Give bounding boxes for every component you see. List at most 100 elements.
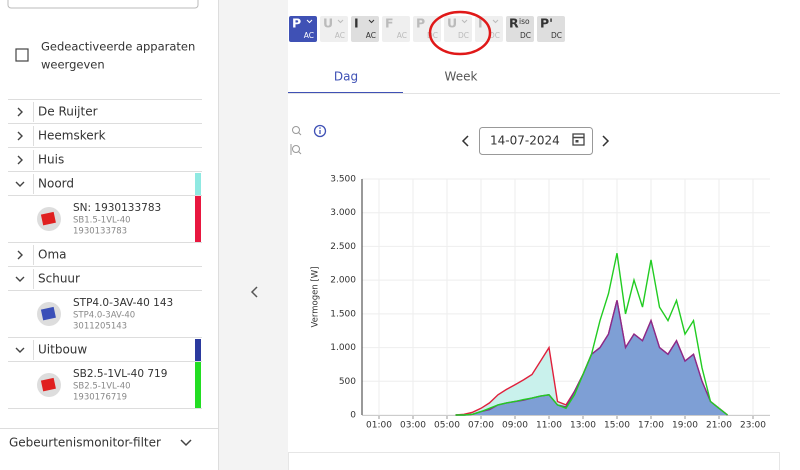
toggle-caret — [337, 19, 344, 24]
x-tick-label: 21:00 — [706, 421, 732, 431]
group-color-bar — [195, 173, 201, 196]
device-color-bar — [195, 362, 201, 409]
y-tick-label: 3.000 — [330, 208, 356, 218]
toggle-main: F — [385, 16, 394, 31]
toggle-sub: DC — [489, 31, 500, 40]
toggle-main: I — [478, 16, 483, 31]
date-text: 14-07-2024 — [490, 134, 560, 148]
y-tick-label: 1.000 — [330, 343, 356, 353]
device-serial: 3011205143 — [73, 322, 127, 332]
group-label[interactable]: Schuur — [38, 272, 80, 286]
toggle-main: U — [447, 16, 457, 31]
toggle-caret — [461, 19, 468, 24]
x-tick-label: 15:00 — [604, 421, 630, 431]
device-model: STP4.0-3AV-40 — [73, 311, 135, 321]
y-tick-label: 2.500 — [330, 242, 356, 252]
tree: De Ruijter Heemskerk Huis Noord SN: 19301337… — [8, 102, 202, 409]
tab[interactable]: Dag — [334, 70, 358, 84]
toggle-main: I — [354, 16, 359, 31]
x-tick-label: 05:00 — [434, 421, 460, 431]
tab[interactable]: Week — [445, 70, 478, 84]
x-tick-label: 07:00 — [468, 421, 494, 431]
toggle-main: P — [292, 16, 301, 31]
toggle-main: U — [323, 16, 333, 31]
next-day[interactable] — [602, 135, 610, 147]
x-tick-label: 11:00 — [536, 421, 562, 431]
group-label[interactable]: Noord — [38, 177, 74, 191]
calendar-icon[interactable] — [572, 133, 585, 146]
toggle-sub: AC — [397, 31, 407, 40]
collapse-chevron[interactable] — [17, 155, 23, 165]
toggle-sup: iso — [519, 17, 530, 26]
group-label[interactable]: Heemskerk — [38, 129, 106, 143]
collapse-chevron[interactable] — [17, 131, 23, 141]
expand-chevron[interactable] — [15, 276, 25, 282]
highlight-circle — [428, 10, 492, 56]
chart: 0 500 1.000 1.500 2.000 2.500 3.000 3.500 01:00 0… — [311, 175, 770, 431]
toggle-caret — [492, 19, 499, 24]
group-label[interactable]: De Ruijter — [38, 105, 98, 119]
collapse-chevron[interactable] — [17, 107, 23, 117]
device-serial: 1930176719 — [73, 393, 127, 403]
checkbox-label: weergeven — [41, 58, 105, 72]
device-name[interactable]: STP4.0-3AV-40 143 — [73, 297, 173, 309]
date-input[interactable] — [479, 127, 593, 155]
toggle-sub: DC — [427, 31, 438, 40]
x-tick-label: 01:00 — [366, 421, 392, 431]
prev-day[interactable] — [461, 135, 469, 147]
zoom-in-icon[interactable] — [292, 126, 302, 136]
group-color-bar — [195, 339, 201, 362]
device-serial: 1930133783 — [73, 227, 127, 237]
collapse-chevron[interactable] — [17, 250, 23, 260]
x-tick-label: 03:00 — [400, 421, 426, 431]
collapse-arrow[interactable] — [250, 286, 258, 298]
device-panel — [40, 211, 56, 226]
y-tick-label: 3.500 — [330, 175, 356, 185]
toggle-main: R — [509, 16, 519, 31]
expand-chevron[interactable] — [15, 181, 25, 187]
zoom-reset-icon[interactable] — [290, 144, 302, 155]
x-tick-label: 13:00 — [570, 421, 596, 431]
toggle-button[interactable] — [382, 16, 410, 42]
toggle-main: P — [416, 16, 425, 31]
toggle-caret — [368, 19, 375, 24]
toggle-caret — [306, 19, 313, 24]
group-label[interactable]: Uitbouw — [38, 343, 87, 357]
next-card — [288, 452, 780, 470]
toggle-sub: AC — [335, 31, 345, 40]
group-label[interactable]: Oma — [38, 248, 67, 262]
device-model: SB2.5-1VL-40 — [73, 382, 131, 392]
y-tick-label: 2.000 — [330, 276, 356, 286]
series-line — [455, 253, 728, 416]
info-icon[interactable] — [313, 124, 327, 138]
toggle-sub: AC — [366, 31, 376, 40]
checkbox[interactable] — [15, 48, 29, 62]
toggle-button[interactable] — [506, 16, 534, 42]
x-tick-label: 09:00 — [502, 421, 528, 431]
checkbox-label: Gedeactiveerde apparaten — [41, 40, 195, 54]
toggle-sub: DC — [551, 31, 562, 40]
filter-label[interactable]: Gebeurtenismonitor-filter — [9, 436, 161, 450]
toggle-button[interactable] — [537, 16, 565, 42]
y-axis-label: Vermogen [W] — [311, 267, 321, 328]
device-panel — [40, 306, 56, 321]
device-name[interactable]: SB2.5-1VL-40 719 — [73, 368, 167, 380]
y-tick-label: 1.500 — [330, 309, 356, 319]
device-color-bar — [195, 196, 201, 243]
x-tick-label: 17:00 — [638, 421, 664, 431]
expand-chevron[interactable] — [15, 347, 25, 353]
x-tick-label: 19:00 — [672, 421, 698, 431]
device-model: SB1.5-1VL-40 — [73, 216, 131, 226]
collapse-strip[interactable] — [219, 0, 288, 470]
toggle-sub: AC — [304, 31, 314, 40]
search-box[interactable] — [7, 0, 199, 9]
filter-chevron[interactable] — [180, 439, 192, 447]
toggle-main: P' — [540, 16, 553, 31]
device-name[interactable]: SN: 1930133783 — [73, 202, 161, 214]
group-label[interactable]: Huis — [38, 153, 64, 167]
device-panel — [40, 377, 56, 392]
series-area — [455, 300, 728, 415]
toggle-sub: DC — [520, 31, 531, 40]
